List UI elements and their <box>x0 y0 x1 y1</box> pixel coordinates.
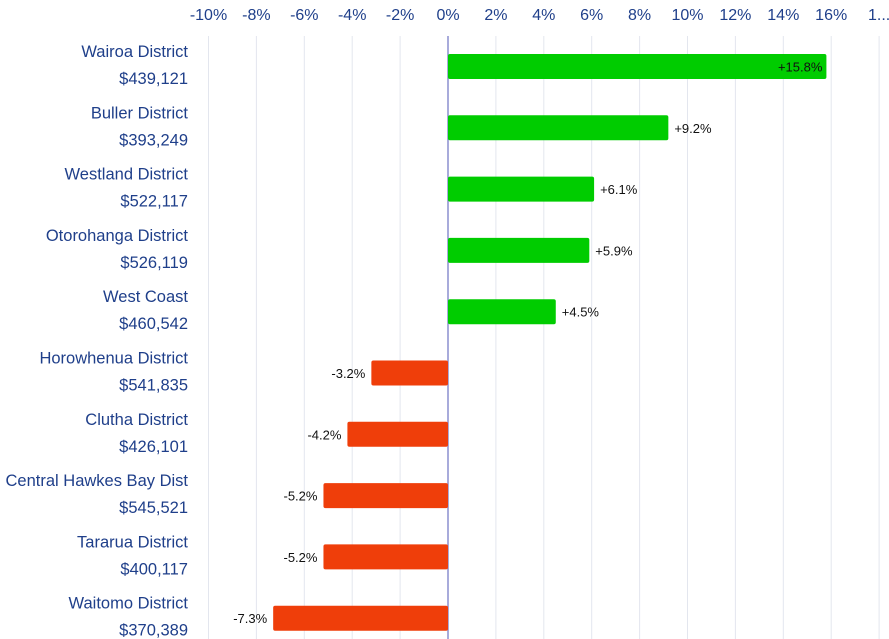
x-tick-label: 12% <box>719 7 751 24</box>
bar <box>448 54 827 79</box>
category-name: Otorohanga District <box>46 227 189 245</box>
x-tick-label: -6% <box>290 7 318 24</box>
category-value: $522,117 <box>120 193 188 211</box>
bar <box>448 115 669 141</box>
bar <box>323 483 448 509</box>
x-tick-label: 0% <box>436 7 459 24</box>
category-value: $439,121 <box>119 70 188 88</box>
category-value: $545,521 <box>119 499 188 517</box>
bar <box>448 176 595 202</box>
data-label: -3.2% <box>331 366 365 381</box>
category-name: Wairoa District <box>81 43 188 61</box>
data-label: -5.2% <box>283 489 317 504</box>
data-label: +9.2% <box>674 121 712 136</box>
x-tick-label: 2% <box>484 7 507 24</box>
category-value: $393,249 <box>119 131 188 149</box>
bar <box>448 299 556 325</box>
category-name: Central Hawkes Bay Dist <box>6 472 189 490</box>
data-label: -7.3% <box>233 611 267 626</box>
category-value: $460,542 <box>119 315 188 333</box>
data-label: +4.5% <box>562 305 600 320</box>
category-value: $526,119 <box>120 254 188 272</box>
data-label: -4.2% <box>307 427 341 442</box>
category-name: Tararua District <box>77 533 188 551</box>
bar <box>347 421 448 447</box>
x-tick-label: -8% <box>242 7 270 24</box>
x-tick-label: -10% <box>190 7 227 24</box>
x-tick-label: 1... <box>868 7 889 24</box>
x-tick-label: 16% <box>815 7 847 24</box>
x-tick-label: 10% <box>671 7 703 24</box>
category-name: Horowhenua District <box>39 350 188 368</box>
x-tick-label: 14% <box>767 7 799 24</box>
x-tick-label: 4% <box>532 7 555 24</box>
category-value: $370,389 <box>119 622 188 639</box>
bar <box>448 237 590 263</box>
category-name: Buller District <box>91 104 189 122</box>
category-name: Clutha District <box>85 411 188 429</box>
x-tick-label: -2% <box>386 7 414 24</box>
data-label: +5.9% <box>595 243 633 258</box>
category-value: $541,835 <box>119 377 188 395</box>
category-name: Westland District <box>65 166 189 184</box>
data-label: -5.2% <box>283 550 317 565</box>
category-name: Waitomo District <box>69 595 189 613</box>
data-label: +15.8% <box>778 60 823 75</box>
category-name: West Coast <box>103 288 188 306</box>
data-label: +6.1% <box>600 182 638 197</box>
category-value: $426,101 <box>119 438 188 456</box>
bar <box>323 544 448 570</box>
x-tick-label: 8% <box>628 7 651 24</box>
bar <box>273 605 448 631</box>
x-tick-label: 6% <box>580 7 603 24</box>
x-tick-label: -4% <box>338 7 366 24</box>
bar <box>371 360 448 386</box>
category-value: $400,117 <box>120 560 188 578</box>
